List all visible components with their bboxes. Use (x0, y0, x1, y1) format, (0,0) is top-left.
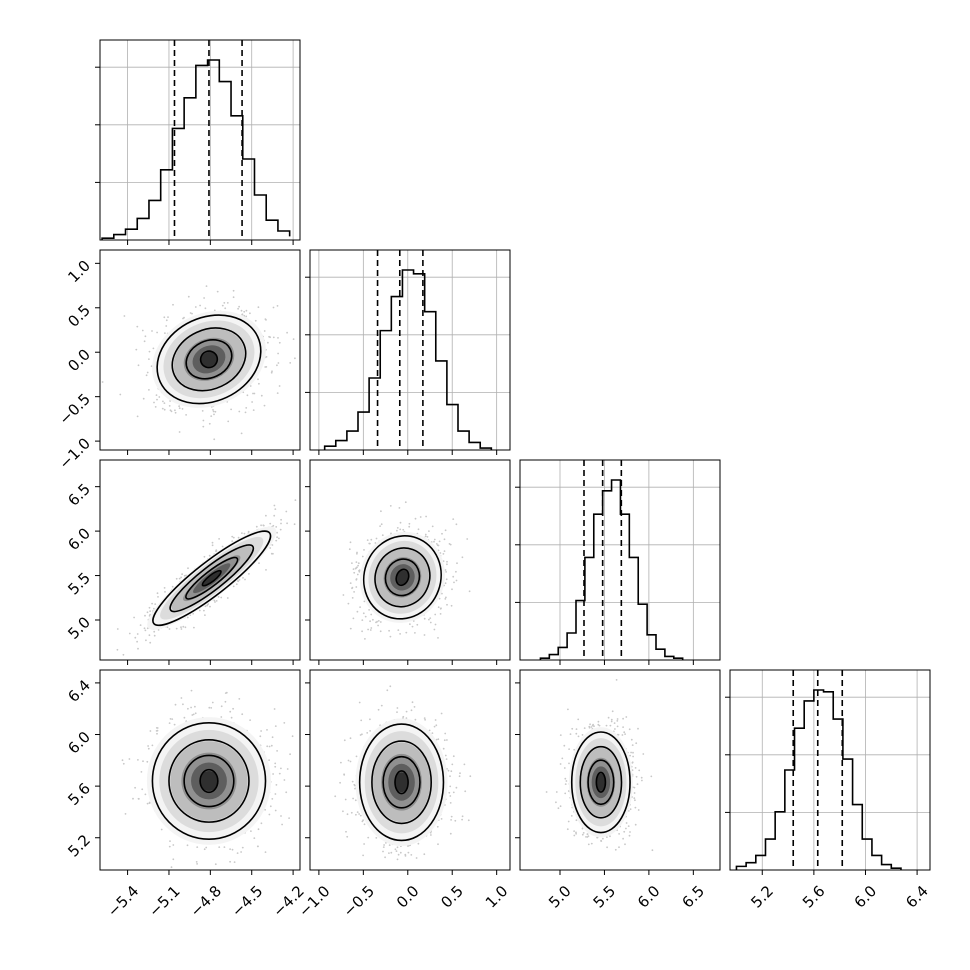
panel-frame (309, 459, 511, 661)
y-tick-label: 0.5 (64, 301, 94, 331)
panel-frame (729, 669, 931, 871)
panel-1-0: −1.0 −0.5 0.0 0.5 1.0 (56, 249, 301, 473)
panel-frame (309, 249, 511, 451)
x-tick-label: 6.0 (634, 882, 664, 912)
density-band-5 (201, 570, 222, 587)
panel-3-0: 5.25.66.06.4−5.4 −5.1 −4.8 −4.5 −4.2 (64, 669, 308, 921)
contour-3 (595, 771, 607, 793)
histogram-2 (539, 479, 684, 660)
contour-1 (374, 547, 431, 608)
panel-frame (99, 459, 301, 661)
contour-2 (185, 339, 233, 380)
x-tick-label: 6.0 (851, 882, 881, 912)
contour-3 (395, 568, 410, 587)
x-tick-label: 5.5 (590, 882, 620, 912)
contour-1 (579, 745, 623, 819)
contour-2 (185, 556, 239, 600)
density-1-0 (101, 285, 296, 441)
panel-frame (519, 459, 721, 661)
x-tick-label: −0.5 (340, 882, 378, 920)
panel-frame (309, 669, 511, 871)
y-tick-label: 6.5 (64, 480, 94, 510)
contour-0 (152, 530, 272, 627)
density-3-2 (545, 679, 654, 852)
y-tick-label: −0.5 (56, 390, 94, 428)
contour-1 (169, 544, 255, 613)
panel-frame (99, 669, 301, 871)
histogram-1 (323, 269, 493, 450)
contour-0 (358, 723, 445, 842)
y-tick-label: 0.0 (64, 346, 94, 376)
y-tick-label: 6.0 (64, 524, 94, 554)
x-tick-label: 0.0 (393, 882, 423, 912)
contour-3 (199, 768, 219, 794)
contour-0 (570, 731, 631, 834)
y-tick-label: 1.0 (64, 257, 94, 287)
x-tick-label: −1.0 (295, 882, 333, 920)
panel-2-2 (515, 459, 721, 665)
y-tick-label: 5.5 (64, 569, 94, 599)
contour-0 (362, 535, 442, 620)
x-tick-label: −5.1 (145, 882, 183, 920)
y-tick-label: 5.2 (64, 831, 94, 861)
density-3-0 (121, 689, 294, 869)
x-tick-label: 5.6 (799, 882, 829, 912)
density-2-0 (116, 499, 297, 656)
density-2-1 (342, 501, 471, 640)
contour-0 (156, 314, 262, 405)
panel-0-0 (95, 39, 301, 245)
panel-2-0: 5.0 5.5 6.0 6.5 (64, 459, 301, 665)
panel-3-3: 5.2 5.6 6.0 6.4 (725, 669, 932, 912)
panel-3-2: 5.0 5.5 6.0 6.5 (515, 669, 721, 912)
panel-frame (99, 249, 301, 451)
density-band-5 (394, 772, 409, 793)
x-tick-label: 5.0 (545, 882, 575, 912)
y-tick-label: 5.6 (64, 779, 94, 809)
contour-3 (201, 569, 222, 587)
contour-3 (394, 770, 409, 795)
panel-frame (99, 39, 301, 241)
x-tick-label: 1.0 (482, 882, 512, 912)
panel-2-1 (305, 459, 511, 665)
x-tick-label: −4.8 (187, 882, 225, 920)
x-tick-label: −5.4 (104, 882, 142, 920)
contour-1 (371, 740, 432, 825)
density-band-5 (595, 773, 606, 791)
x-tick-label: 6.5 (678, 882, 708, 912)
y-tick-label: 6.0 (64, 728, 94, 758)
histogram-0 (101, 59, 291, 240)
panel-frame (519, 669, 721, 871)
x-tick-label: 0.5 (437, 882, 467, 912)
panel-1-1 (305, 249, 511, 455)
contour-1 (168, 739, 250, 823)
y-tick-label: −1.0 (56, 434, 94, 472)
x-tick-label: 5.2 (747, 882, 777, 912)
density-3-1 (334, 685, 472, 861)
y-tick-label: 5.0 (64, 613, 94, 643)
x-tick-label: −4.5 (228, 882, 266, 920)
contour-2 (587, 759, 615, 806)
contour-1 (171, 327, 247, 392)
contour-2 (384, 558, 421, 597)
density-band-5 (200, 351, 218, 367)
panel-3-1: −1.0 −0.5 0.0 0.5 1.0 (295, 669, 512, 921)
contour-2 (382, 755, 421, 809)
density-band-5 (199, 771, 219, 791)
contour-2 (183, 754, 235, 808)
x-tick-label: 6.4 (902, 882, 932, 912)
contour-3 (199, 350, 219, 369)
contour-0 (151, 721, 267, 840)
histogram-3 (735, 689, 902, 870)
density-band-5 (395, 570, 410, 585)
y-tick-label: 6.4 (64, 676, 94, 706)
